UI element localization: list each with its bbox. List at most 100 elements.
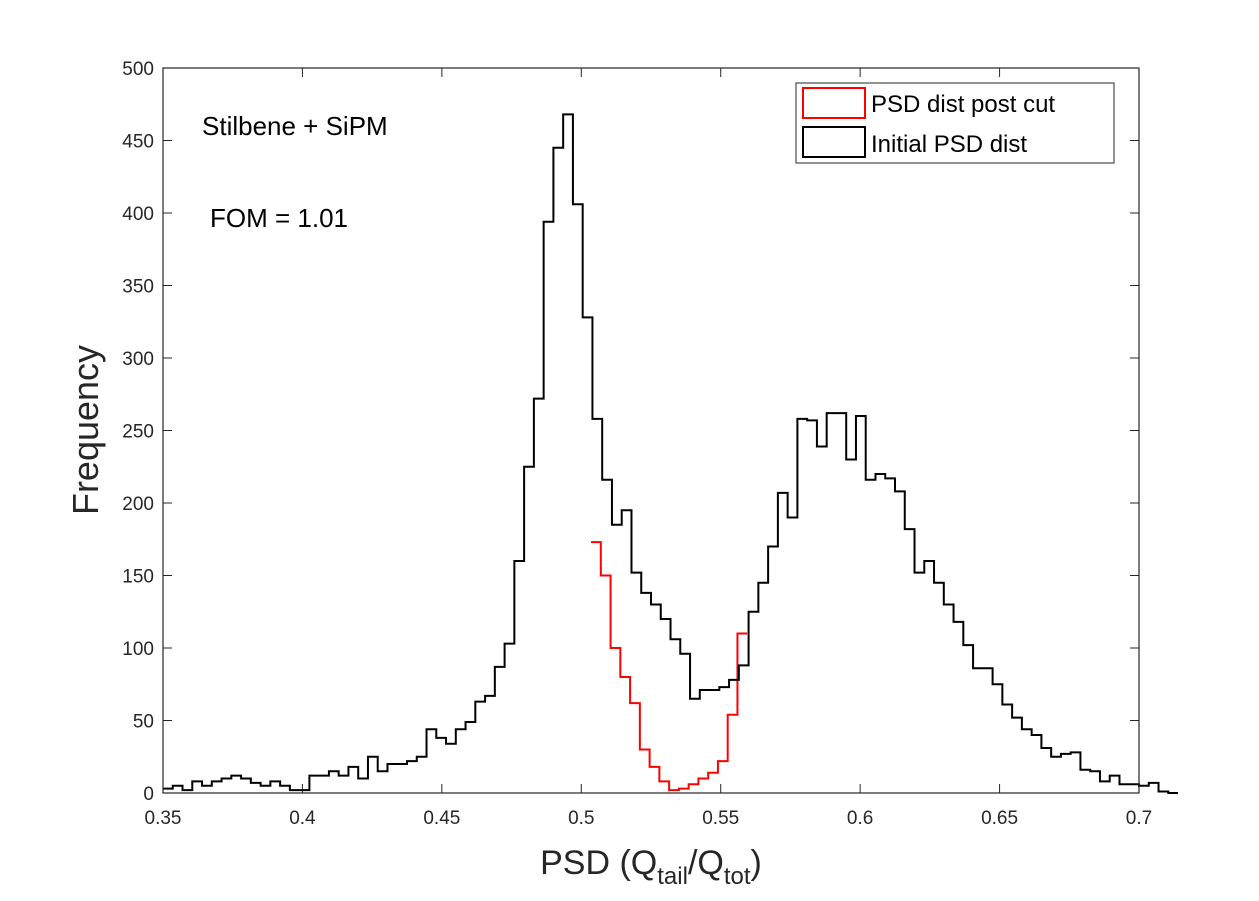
initial-bin	[993, 684, 1003, 793]
histogram-series	[163, 113, 1179, 794]
initial-bin	[631, 573, 641, 793]
post-cut-series	[591, 541, 748, 792]
y-tick-label: 50	[133, 712, 154, 733]
y-tick-label: 450	[122, 132, 154, 153]
initial-bin	[475, 702, 485, 793]
x-tick-label: 0.55	[702, 808, 739, 829]
initial-bin	[202, 786, 212, 793]
y-tick-label: 250	[122, 422, 154, 443]
initial-bin	[944, 605, 954, 794]
initial-bin	[348, 767, 358, 793]
initial-bin	[553, 148, 563, 793]
initial-bin	[1110, 776, 1120, 793]
initial-bin	[339, 776, 349, 793]
initial-bin	[368, 757, 378, 793]
initial-bin	[173, 786, 183, 793]
initial-bin	[700, 690, 710, 793]
initial-bin	[387, 764, 397, 793]
x-tick-label: 0.7	[1126, 808, 1152, 829]
initial-bin	[934, 583, 944, 793]
x-axis-label: PSD (Qtail/Qtot)	[540, 844, 762, 890]
y-tick-label: 200	[122, 494, 154, 515]
initial-outline	[163, 113, 1179, 794]
y-tick-label: 100	[122, 639, 154, 660]
initial-bin	[915, 573, 925, 793]
plot-frame	[162, 67, 1140, 794]
y-tick-label: 350	[122, 277, 154, 298]
initial-bin	[270, 781, 280, 793]
initial-bin	[983, 668, 993, 793]
x-tick-label: 0.4	[289, 808, 316, 829]
initial-bin	[710, 690, 720, 793]
initial-bin	[1090, 771, 1100, 793]
initial-bin	[251, 783, 261, 793]
initial-bin	[1119, 784, 1129, 793]
initial-bin	[1139, 786, 1149, 793]
initial-bin	[1149, 783, 1159, 793]
initial-bin	[827, 413, 837, 793]
initial-bin	[749, 612, 759, 793]
initial-bin	[1002, 705, 1012, 793]
initial-bin	[856, 416, 866, 793]
initial-bin	[358, 779, 368, 794]
y-axis-label: Frequency	[65, 345, 106, 515]
initial-bin	[436, 738, 446, 793]
initial-bin	[495, 667, 505, 793]
initial-bin	[583, 317, 593, 793]
initial-bin	[817, 446, 827, 793]
y-tick-label: 150	[122, 567, 154, 588]
initial-bin	[866, 480, 876, 793]
initial-bin	[719, 687, 729, 793]
initial-bin	[729, 680, 739, 793]
initial-bin	[973, 668, 983, 793]
plot-area	[163, 68, 1139, 793]
initial-bin	[602, 480, 612, 793]
initial-bin	[319, 776, 329, 793]
x-tick-labels: 0.35 0.4 0.45 0.5 0.55 0.6 0.65 0.7	[145, 808, 1153, 829]
initial-bin	[671, 639, 681, 793]
legend-swatch-initial	[802, 126, 866, 158]
initial-bin	[592, 419, 602, 793]
post-cut-outline	[591, 541, 748, 792]
initial-bin	[1041, 748, 1051, 793]
x-axis-label-sub-tot: tot	[724, 863, 751, 890]
initial-bin	[241, 779, 251, 794]
initial-bin	[788, 518, 798, 794]
initial-bin	[524, 467, 534, 793]
y-tick-label: 500	[122, 59, 154, 80]
initial-bin	[641, 593, 651, 793]
initial-bin	[758, 583, 768, 793]
legend: PSD dist post cut Initial PSD dist	[795, 82, 1115, 164]
initial-bin	[505, 644, 515, 793]
y-tick-label: 400	[122, 204, 154, 225]
initial-bin	[651, 605, 661, 794]
initial-bin	[1022, 729, 1032, 793]
initial-bin	[807, 420, 817, 793]
legend-label-post-cut: PSD dist post cut	[871, 91, 1055, 118]
x-axis-label-part-1: PSD (Q	[540, 844, 657, 882]
initial-bin	[1051, 757, 1061, 793]
x-tick-label: 0.6	[847, 808, 873, 829]
x-tick-label: 0.35	[145, 808, 182, 829]
initial-bin	[797, 419, 807, 793]
initial-bin	[563, 114, 573, 793]
initial-bin	[1100, 781, 1110, 793]
y-tick-label: 0	[143, 784, 154, 805]
initial-bin	[222, 779, 232, 794]
x-axis-label-sub-tail: tail	[657, 863, 688, 890]
initial-bin	[280, 786, 290, 793]
initial-bin	[466, 722, 476, 793]
legend-label-initial: Initial PSD dist	[871, 131, 1027, 158]
initial-bin	[778, 493, 788, 793]
initial-bin	[427, 729, 437, 793]
initial-bin	[885, 478, 895, 793]
initial-bin	[417, 757, 427, 793]
legend-swatch-post-cut	[802, 87, 866, 119]
initial-bin	[739, 665, 749, 793]
initial-bin	[212, 781, 222, 793]
initial-bin	[846, 460, 856, 794]
initial-bin	[1080, 770, 1090, 793]
initial-bin	[261, 786, 271, 793]
initial-bin	[534, 399, 544, 793]
initial-bin	[544, 222, 554, 793]
